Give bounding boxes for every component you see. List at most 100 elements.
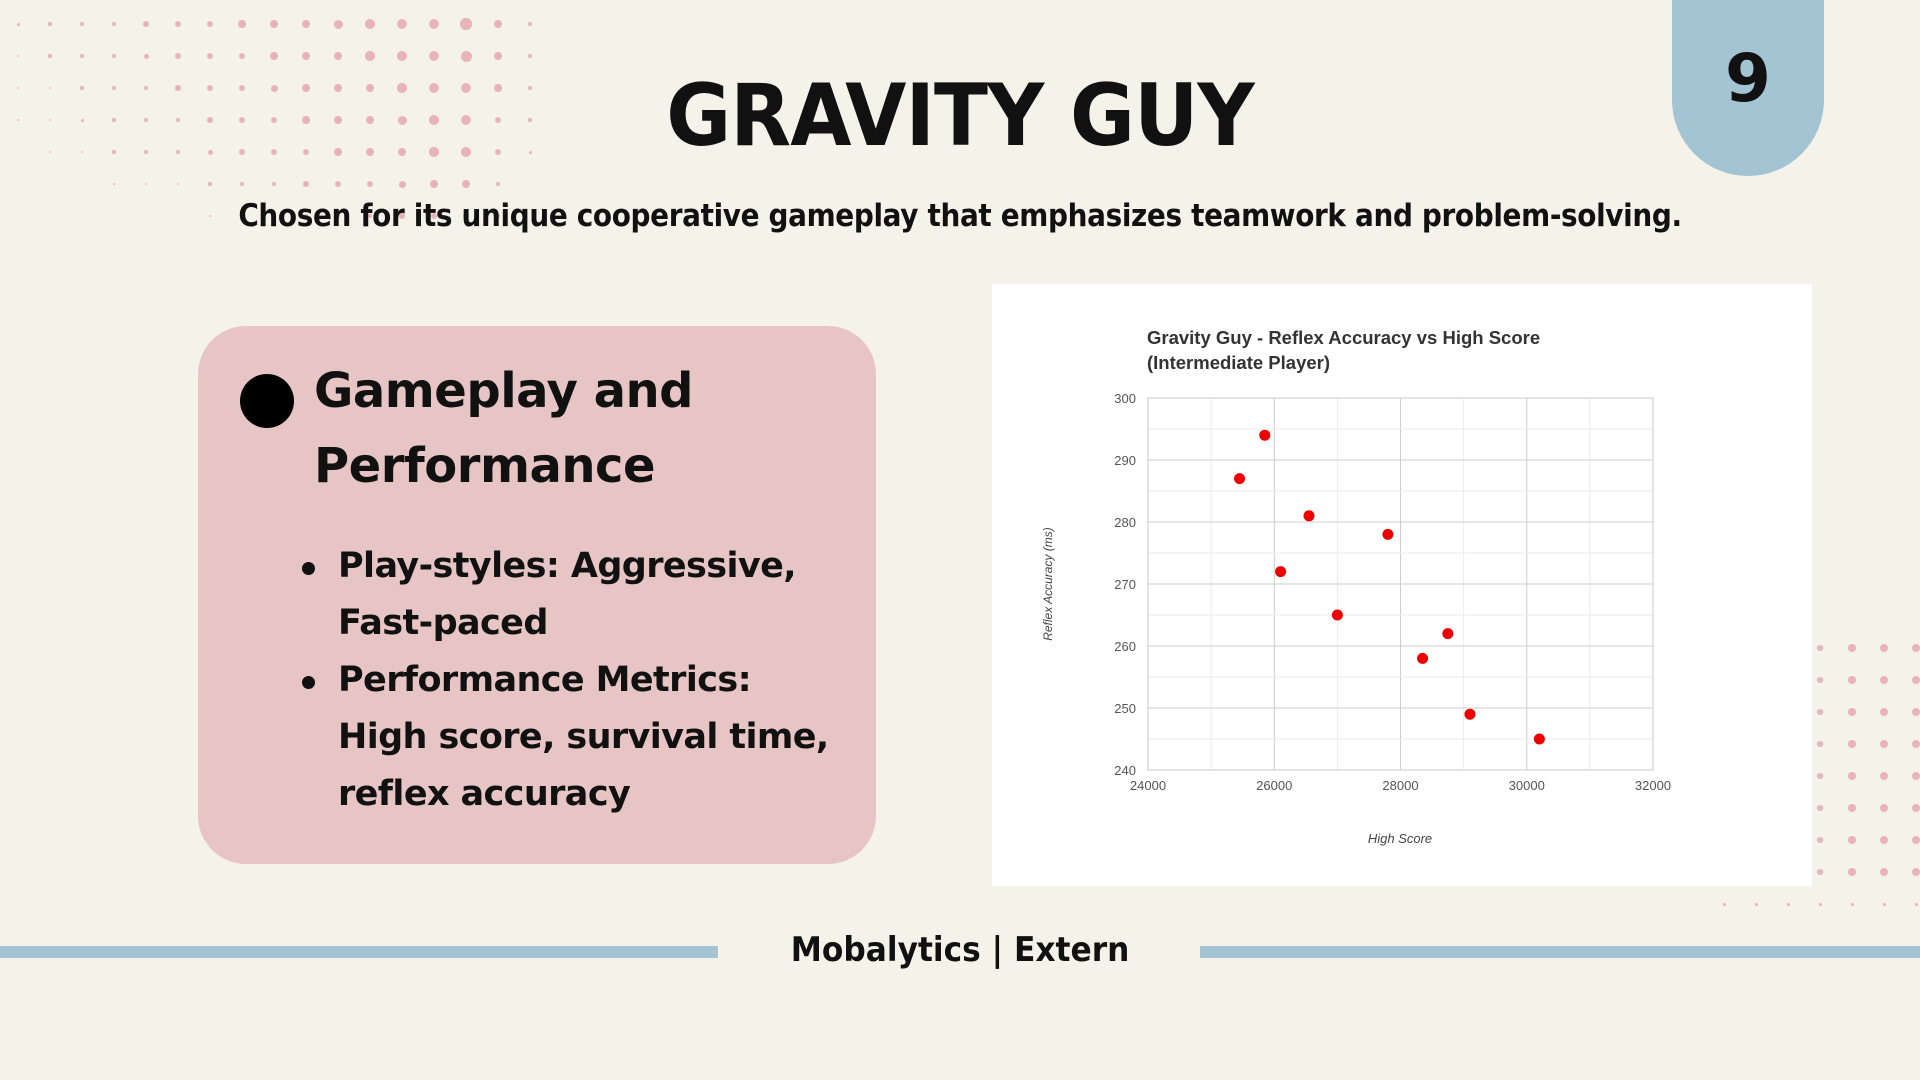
decorative-dot [1848, 740, 1856, 748]
decorative-dot [206, 52, 214, 60]
decorative-dot [397, 83, 407, 93]
decorative-dot [80, 118, 84, 122]
decorative-dot [49, 151, 51, 153]
decorative-dot [1914, 902, 1918, 906]
decorative-dot [240, 182, 244, 186]
decorative-dot [528, 86, 532, 90]
decorative-dot [1880, 868, 1888, 876]
decorative-dot [270, 116, 278, 124]
footer-text: Mobalytics | Extern [790, 930, 1130, 970]
decorative-dot [333, 83, 343, 93]
decorative-dot [144, 150, 148, 154]
decorative-dot [271, 181, 277, 187]
decorative-dot [1848, 868, 1856, 876]
decorative-dot [16, 22, 20, 26]
decorative-dot [176, 182, 180, 186]
decorative-dot [431, 213, 437, 219]
scatter-point [1259, 429, 1271, 441]
decorative-dot [48, 54, 52, 58]
grid-lines [1148, 398, 1653, 770]
decorative-dot [1818, 902, 1822, 906]
decorative-dot [1911, 803, 1920, 813]
decorative-dot [1816, 804, 1824, 812]
decorative-dot [1848, 708, 1856, 716]
decorative-dot [301, 19, 311, 29]
scatter-point [1234, 473, 1246, 485]
decorative-dot [496, 214, 500, 218]
decorative-dot [270, 52, 278, 60]
decorative-dot [366, 180, 374, 188]
chart-title-line-2: (Intermediate Player) [1147, 352, 1330, 373]
decorative-dot [428, 18, 440, 30]
decorative-dot [207, 117, 213, 123]
scatter-point [1382, 528, 1394, 540]
card-bullet-list: Play-styles: Aggressive, Fast-paced Perf… [302, 538, 838, 823]
decorative-dot [303, 181, 309, 187]
decorative-dot [1911, 675, 1920, 685]
decorative-dot [1880, 836, 1888, 844]
decorative-dot [239, 117, 245, 123]
decorative-dot [1816, 836, 1824, 844]
decorative-dot [1816, 644, 1824, 652]
decorative-dot [302, 148, 310, 156]
decorative-dot [48, 86, 52, 90]
x-tick-label: 26000 [1256, 778, 1292, 793]
y-tick-label: 240 [1114, 763, 1136, 778]
decorative-dot [494, 84, 502, 92]
decorative-dot [527, 53, 533, 59]
decorative-dot [1880, 740, 1888, 748]
heading-bullet-icon [240, 374, 294, 428]
decorative-dot [335, 181, 341, 187]
x-tick-label: 28000 [1382, 778, 1418, 793]
decorative-dot [397, 115, 407, 125]
x-tick-label: 30000 [1509, 778, 1545, 793]
decorative-dot [461, 147, 471, 157]
card-heading: Gameplay and Performance [314, 354, 834, 504]
decorative-dot [1816, 676, 1824, 684]
decorative-dot [302, 84, 310, 92]
decorative-dot [175, 149, 181, 155]
footer: Mobalytics | Extern [0, 930, 1920, 970]
decorative-dot [207, 85, 213, 91]
scatter-point [1417, 652, 1429, 664]
decorative-dot [397, 51, 407, 61]
decorative-dot [1880, 804, 1888, 812]
plot-area-border [1147, 397, 1654, 771]
decorative-dot [238, 52, 246, 60]
decorative-dot [528, 118, 532, 122]
decorative-dot [304, 214, 308, 218]
bullet-performance-metrics: Performance Metrics: High score, surviva… [302, 652, 838, 823]
decorative-dot [112, 118, 116, 122]
decorative-dot [240, 214, 244, 218]
decorative-dot [1911, 867, 1920, 877]
scatter-point [1275, 566, 1287, 578]
slide-title: GRAVITY GUY [666, 66, 1254, 166]
decorative-dot [1816, 772, 1824, 780]
decorative-dot [494, 148, 502, 156]
decorative-dot [112, 150, 116, 154]
decorative-dot [1911, 835, 1920, 845]
decorative-dot [272, 214, 276, 218]
decorative-dot [365, 19, 375, 29]
bullet-play-styles: Play-styles: Aggressive, Fast-paced [302, 538, 838, 652]
decorative-dot [79, 21, 85, 27]
decorative-dot [143, 53, 149, 59]
decorative-dot [460, 50, 472, 62]
decorative-dot [333, 51, 343, 61]
decorative-dot [1850, 902, 1854, 906]
decorative-dot [461, 179, 471, 189]
decorative-dot [16, 54, 20, 58]
y-tick-label: 270 [1114, 577, 1136, 592]
decorative-dot [113, 183, 115, 185]
decorative-dot [270, 20, 278, 28]
decorative-dot [397, 147, 407, 157]
decorative-dot [333, 19, 343, 29]
decorative-dot [302, 116, 310, 124]
decorative-dot [494, 116, 502, 124]
page-number-tab: 9 [1672, 0, 1824, 176]
y-tick-label: 290 [1114, 453, 1136, 468]
decorative-dot [143, 117, 149, 123]
decorative-dot [143, 85, 149, 91]
chart-title-line-1: Gravity Guy - Reflex Accuracy vs High Sc… [1147, 327, 1540, 348]
decorative-dot [270, 148, 278, 156]
